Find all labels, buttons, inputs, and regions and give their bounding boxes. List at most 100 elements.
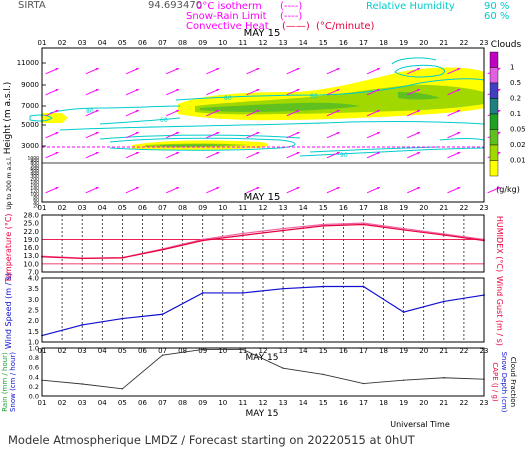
wind-arrow-head bbox=[216, 68, 220, 71]
temp-point bbox=[121, 256, 124, 259]
wind-arrow-head bbox=[175, 68, 179, 71]
y-tick-label: 160 bbox=[30, 182, 39, 188]
y-tick-label: 400 bbox=[30, 171, 39, 177]
precip-point bbox=[81, 383, 83, 385]
colorbar-swatch bbox=[489, 129, 499, 146]
wind-arrow-head bbox=[95, 132, 99, 135]
x-tick-label: 23 bbox=[480, 204, 489, 212]
wind-arrow bbox=[407, 109, 421, 117]
y-tick-label: 3000 bbox=[21, 142, 39, 150]
wind-arrow-head bbox=[457, 187, 461, 190]
x-tick-label: 07 bbox=[158, 399, 167, 407]
temp-point bbox=[402, 229, 405, 231]
temp-series bbox=[41, 222, 485, 260]
wind-arrow-head bbox=[55, 132, 59, 135]
wind-arrow bbox=[366, 67, 381, 75]
x-tick-label: 18 bbox=[379, 399, 388, 407]
wind-arrow bbox=[45, 109, 59, 117]
x-tick-label: 11 bbox=[238, 204, 247, 212]
snow-depth-y-label: Snow Depth (cm) bbox=[500, 352, 508, 413]
wind-arrow bbox=[206, 67, 220, 75]
wind-arrow-head bbox=[216, 132, 220, 135]
temp-series-line bbox=[41, 223, 485, 260]
precip-panel: MAY 15 01 02 03 04 05 06 07 08 09 10 11 12 13 14 15 16 1… bbox=[1, 345, 517, 430]
wind-arrow bbox=[85, 109, 99, 117]
temp-y-ticks: 28.025.022.019.016.013.010.07.0 bbox=[23, 212, 39, 277]
wind-arrow bbox=[166, 67, 180, 75]
y-tick-label: 25.0 bbox=[23, 220, 39, 228]
wind-arrow bbox=[85, 88, 99, 96]
wind-arrow bbox=[85, 131, 99, 139]
wind-arrow-head bbox=[336, 89, 340, 92]
x-tick-label: 19 bbox=[399, 399, 408, 407]
y-tick-label: 0.4 bbox=[29, 373, 39, 381]
wind-arrow-head bbox=[256, 132, 260, 135]
x-tick-label: 22 bbox=[459, 204, 468, 212]
wind-arrow bbox=[246, 109, 260, 117]
wind-arrow-head bbox=[296, 89, 300, 92]
station-coords: 94.693470 bbox=[148, 0, 202, 11]
wind-arrow bbox=[447, 186, 461, 194]
cloud-fraction-y-label: Cloud Fraction bbox=[509, 357, 517, 407]
cloud-x-ticks-top: 01 02 03 04 05 06 07 08 09 10 11 12 13 14 15 16 17 18 19 20… bbox=[38, 39, 489, 47]
x-tick-label: 17 bbox=[359, 347, 368, 355]
wind-arrow bbox=[246, 151, 260, 159]
contour-label: 60 bbox=[160, 117, 168, 124]
humidex-y-label: HUMIDEX (°C) bbox=[495, 216, 504, 272]
wind-arrow bbox=[246, 131, 260, 139]
wind-arrow-head bbox=[175, 89, 179, 92]
wind-arrow-head bbox=[95, 68, 99, 71]
wind-arrow-head bbox=[256, 89, 260, 92]
wind-arrow bbox=[326, 109, 340, 117]
temp-point bbox=[282, 229, 284, 232]
wind-arrow-head bbox=[336, 68, 340, 71]
colorbar-swatch bbox=[489, 113, 499, 130]
x-tick-label: 10 bbox=[218, 347, 227, 355]
colorbar-tick-label: 0.5 bbox=[510, 79, 521, 87]
wind-arrow bbox=[45, 131, 59, 139]
x-tick-label: 12 bbox=[259, 347, 268, 355]
wind-arrow-head bbox=[376, 110, 380, 113]
wind-arrow-head bbox=[135, 187, 139, 190]
y-tick-label: 1.0 bbox=[28, 339, 39, 347]
wind-arrow-head bbox=[55, 110, 59, 113]
x-tick-label: 07 bbox=[158, 204, 167, 212]
temp-point bbox=[322, 224, 325, 227]
y-tick-label: 60 bbox=[33, 197, 39, 203]
x-tick-label: 11 bbox=[238, 399, 247, 407]
wind-arrow-head bbox=[55, 187, 59, 190]
precip-series bbox=[41, 348, 485, 390]
cloud-panel-frame bbox=[41, 47, 485, 203]
wind-arrow-head bbox=[256, 68, 260, 71]
x-tick-label: 12 bbox=[259, 399, 268, 407]
x-tick-label: 21 bbox=[439, 204, 448, 212]
precip-x-ticks-top: 01 02 03 04 05 06 07 08 09 10 11 12 13 14 15 16 17 18 19 20… bbox=[38, 347, 489, 355]
colorbar-swatch bbox=[489, 82, 499, 99]
wind-arrow-head bbox=[296, 152, 300, 155]
y-tick-label: 3.0 bbox=[28, 296, 39, 304]
wind-arrow-head bbox=[457, 68, 461, 71]
wind-point bbox=[201, 292, 204, 294]
x-tick-label: 22 bbox=[459, 399, 468, 407]
wind-arrow bbox=[206, 151, 220, 159]
temp-point bbox=[242, 234, 244, 237]
y-tick-label: 40 bbox=[33, 200, 39, 206]
y-tick-label: 19.0 bbox=[23, 236, 39, 244]
temp-grid bbox=[42, 215, 484, 272]
wind-arrow bbox=[407, 131, 421, 139]
wind-arrow-head bbox=[457, 152, 461, 155]
y-tick-label: 2.0 bbox=[28, 317, 39, 325]
x-tick-label: 21 bbox=[439, 399, 448, 407]
wind-arrow-head bbox=[417, 89, 421, 92]
cape-y-label: CAPE (J / g) bbox=[491, 362, 499, 402]
y-tick-label: 4.0 bbox=[28, 275, 39, 283]
cloud-y-label: Height (m a.s.l.) bbox=[3, 82, 13, 155]
wind-arrow bbox=[286, 151, 300, 159]
wind-y-ticks: 4.0 3.5 3.0 2.5 2.0 1.5 1.0 bbox=[28, 275, 39, 347]
wind-arrow bbox=[286, 109, 300, 117]
x-tick-label: 08 bbox=[178, 39, 187, 47]
colorbar-unit: (g/kg) bbox=[496, 185, 520, 194]
wind-series-line bbox=[41, 285, 485, 337]
wind-arrow bbox=[125, 109, 139, 117]
